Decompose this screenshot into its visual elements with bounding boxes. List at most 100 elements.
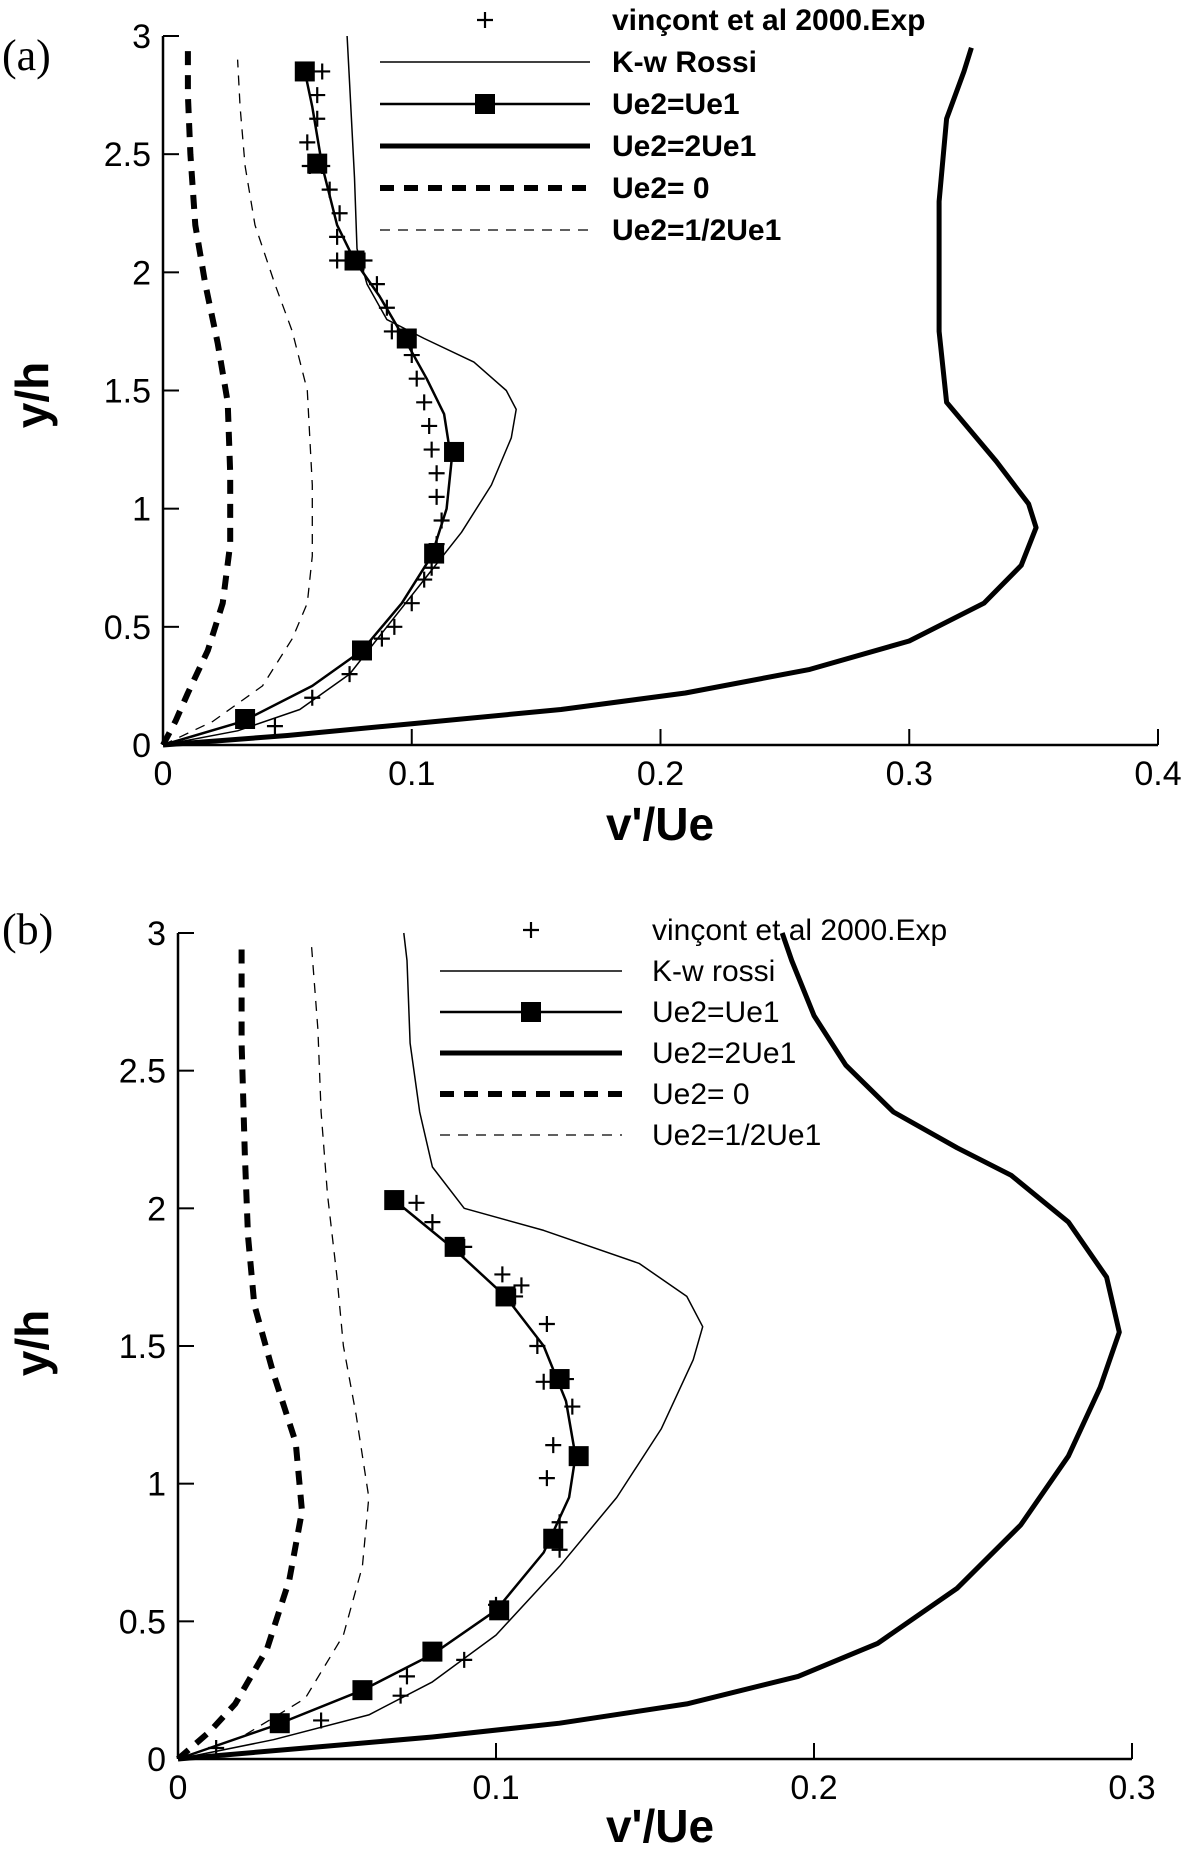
series-line <box>177 932 704 1760</box>
panel-b-chart: (b) 0 0.1 0.2 0.3 0 0.5 1 1.5 2 2.5 3 v'/Ue y/h vinçon… <box>2 905 1156 1849</box>
y-tick-label: 2 <box>147 1190 166 1228</box>
y-tick-label: 2.5 <box>104 136 151 174</box>
legend-label: Ue2=1/2Ue1 <box>612 214 781 247</box>
square-marker <box>352 640 372 661</box>
exp-data-point <box>423 441 440 458</box>
x-axis-label: v'/Ue <box>606 798 714 850</box>
legend-label: vinçont et al 2000.Exp <box>652 914 947 947</box>
exp-data-point <box>513 1277 530 1294</box>
legend-item: Ue2= 0 <box>380 172 710 205</box>
series-line <box>177 932 1122 1762</box>
square-marker <box>495 1286 516 1307</box>
legend: vinçont et al 2000.Exp K-w rossi Ue2=Ue1 Ue… <box>440 914 947 1152</box>
panel-label: (b) <box>2 905 53 954</box>
exp-data-point <box>408 370 425 387</box>
exp-data-point <box>304 689 321 706</box>
series-line <box>160 47 234 747</box>
y-tick-label: 2.5 <box>119 1053 166 1091</box>
legend-item: Ue2=2Ue1 <box>380 130 756 163</box>
series-line <box>162 35 517 746</box>
series-ue2-0 <box>176 946 305 1762</box>
y-tick-label: 0 <box>132 727 151 765</box>
x-tick-label: 0.2 <box>790 1769 837 1807</box>
square-marker <box>235 709 256 730</box>
legend-item: K-w rossi <box>440 955 775 988</box>
panel-a-chart: (a) 0 0.1 0.2 0.3 0.4 0 0.5 1 1.5 2 2.5 3 v'/Ue y/h vin… <box>2 4 1182 850</box>
legend-square-marker <box>521 1002 541 1022</box>
legend-label: Ue2= 0 <box>652 1078 750 1111</box>
legend: vinçont et al 2000.Exp K-w Rossi Ue2=Ue1 Ue… <box>380 4 925 247</box>
y-tick-label: 1.5 <box>119 1328 166 1366</box>
series-line <box>162 71 453 747</box>
legend-item: Ue2=Ue1 <box>440 996 780 1029</box>
legend-square-marker <box>475 94 495 114</box>
panel-label: (a) <box>2 31 51 80</box>
square-marker <box>444 1236 465 1257</box>
y-tick-label: 1 <box>147 1466 166 1504</box>
legend-label: Ue2=Ue1 <box>612 88 740 121</box>
y-tick-label: 0 <box>147 1741 166 1779</box>
legend-label: Ue2= 0 <box>612 172 710 205</box>
square-marker <box>543 1528 564 1549</box>
series-ue2-1-2ue1 <box>177 946 370 1760</box>
exp-data-point <box>314 63 331 80</box>
y-tick-label: 0.5 <box>119 1603 166 1641</box>
x-tick-label: 0 <box>154 755 173 793</box>
exp-data-point <box>535 1373 552 1390</box>
legend-label: Ue2=2Ue1 <box>652 1037 796 1070</box>
exp-data-point <box>398 1668 415 1685</box>
series-line <box>177 946 370 1760</box>
x-axis-label: v'/Ue <box>606 1800 714 1849</box>
x-tick-label: 0.1 <box>472 1769 519 1807</box>
series-ue2-1-2ue1 <box>162 59 313 746</box>
legend-swatch <box>523 922 539 938</box>
y-tick-label: 3 <box>132 18 151 56</box>
legend-item: Ue2=2Ue1 <box>440 1037 796 1070</box>
legend-item: vinçont et al 2000.Exp <box>477 4 925 37</box>
square-marker <box>396 328 417 349</box>
legend-label: vinçont et al 2000.Exp <box>612 4 925 37</box>
exp-data-point <box>416 394 433 411</box>
x-tick-label: 0.3 <box>886 755 933 793</box>
x-tick-label: 0.2 <box>637 755 684 793</box>
legend-swatch <box>477 12 493 28</box>
exp-data-point <box>266 718 283 735</box>
square-marker <box>424 543 445 564</box>
series-vin-ont-et-al-2000-exp <box>208 1194 581 1756</box>
series-line <box>177 1199 577 1761</box>
legend-label: Ue2=1/2Ue1 <box>652 1119 821 1152</box>
square-marker <box>444 441 465 462</box>
y-tick-label: 3 <box>147 915 166 953</box>
series-ue2-2ue1 <box>162 47 1039 748</box>
series-ue2-2ue1 <box>177 932 1122 1762</box>
y-axis-label: y/h <box>6 362 58 428</box>
x-tick-label: 0 <box>169 1769 188 1807</box>
exp-data-point <box>538 1470 555 1487</box>
y-tick-label: 1 <box>132 491 151 529</box>
series-k-w-rossi <box>177 932 704 1760</box>
series-ue2-ue1 <box>162 61 465 747</box>
exp-data-point <box>456 1651 473 1668</box>
legend-item: vinçont et al 2000.Exp <box>523 914 947 947</box>
legend-item: Ue2= 0 <box>440 1078 750 1111</box>
square-marker <box>344 250 365 271</box>
legend-label: K-w Rossi <box>612 46 757 79</box>
x-tick-label: 0.3 <box>1108 1769 1155 1807</box>
y-axis-label: y/h <box>6 1310 58 1376</box>
exp-data-point <box>386 618 403 635</box>
square-marker <box>352 1680 373 1701</box>
square-marker <box>489 1600 510 1621</box>
exp-data-point <box>545 1437 562 1454</box>
legend-item: Ue2=1/2Ue1 <box>380 214 781 247</box>
series-vin-ont-et-al-2000-exp <box>266 63 450 735</box>
exp-data-point <box>428 465 445 482</box>
exp-data-point <box>299 134 316 151</box>
y-tick-label: 1.5 <box>104 373 151 411</box>
exp-data-point <box>424 1214 441 1231</box>
series-line <box>162 47 1039 748</box>
series-k-w-rossi <box>162 35 517 746</box>
square-marker <box>384 1190 405 1211</box>
legend-item: K-w Rossi <box>380 46 757 79</box>
square-marker <box>422 1641 443 1662</box>
